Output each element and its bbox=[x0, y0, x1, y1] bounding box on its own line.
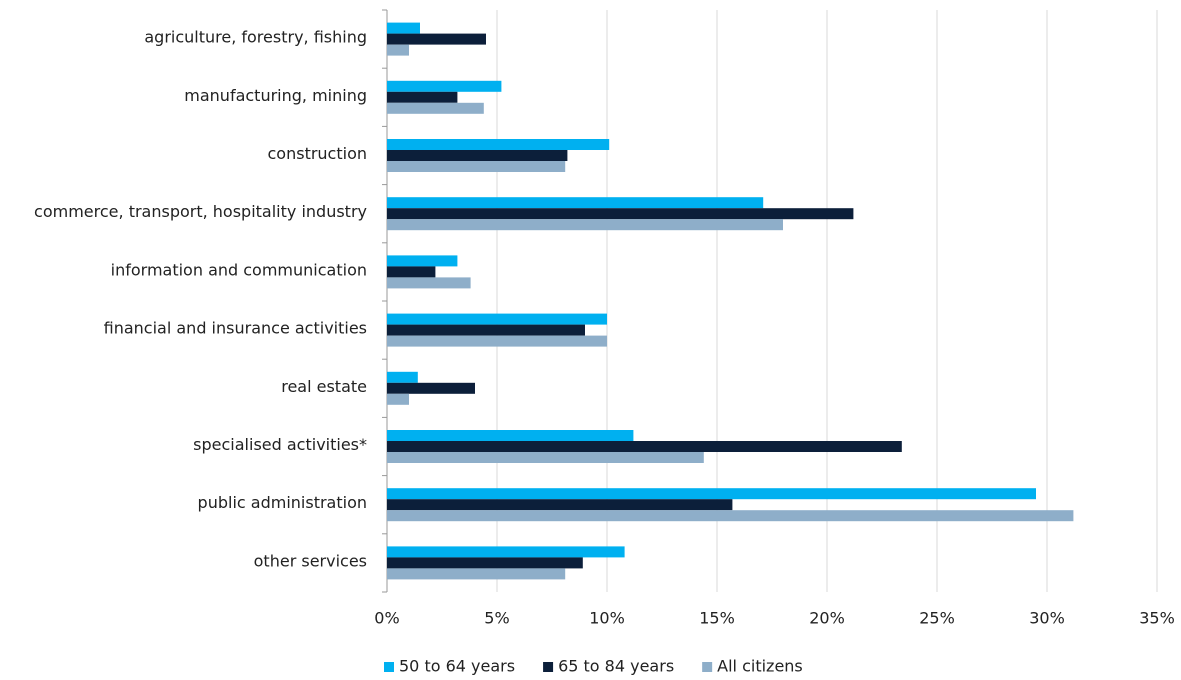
bar bbox=[387, 255, 458, 267]
y-tick-label: real estate bbox=[281, 377, 367, 396]
y-tick-label: financial and insurance activities bbox=[104, 319, 367, 338]
x-tick-label: 5% bbox=[484, 609, 509, 628]
bar bbox=[387, 150, 568, 161]
bar bbox=[387, 557, 583, 569]
y-tick-label: public administration bbox=[198, 493, 367, 512]
bar bbox=[387, 33, 486, 45]
bar bbox=[387, 208, 854, 220]
x-tick-label: 10% bbox=[589, 609, 625, 628]
y-tick-label: commerce, transport, hospitality industr… bbox=[34, 202, 367, 221]
bar bbox=[387, 546, 625, 558]
bar bbox=[387, 452, 704, 463]
x-tick-label: 0% bbox=[374, 609, 399, 628]
bar bbox=[387, 22, 420, 34]
bar bbox=[387, 371, 418, 383]
bar bbox=[387, 266, 436, 278]
x-tick-label: 30% bbox=[1029, 609, 1065, 628]
bar bbox=[387, 499, 733, 511]
y-tick-label: agriculture, forestry, fishing bbox=[144, 28, 367, 47]
y-tick-label: specialised activities* bbox=[193, 435, 367, 454]
bar bbox=[387, 139, 610, 150]
y-tick-label: construction bbox=[268, 144, 368, 163]
bar bbox=[387, 91, 458, 103]
bar bbox=[387, 313, 607, 325]
y-tick-label: manufacturing, mining bbox=[184, 86, 367, 105]
legend-label: All citizens bbox=[717, 657, 803, 676]
legend-swatch bbox=[543, 662, 554, 672]
bar bbox=[387, 161, 566, 172]
x-tick-label: 15% bbox=[699, 609, 735, 628]
bar bbox=[387, 197, 764, 209]
bar bbox=[387, 44, 409, 56]
x-tick-label: 20% bbox=[809, 609, 845, 628]
bar bbox=[387, 510, 1074, 522]
bar bbox=[387, 277, 471, 289]
bar bbox=[387, 488, 1036, 500]
bar bbox=[387, 382, 475, 394]
legend-swatch bbox=[702, 662, 713, 672]
bar bbox=[387, 568, 566, 580]
bar bbox=[387, 324, 585, 336]
x-tick-label: 25% bbox=[919, 609, 955, 628]
bar bbox=[387, 219, 783, 231]
bar bbox=[387, 441, 902, 452]
x-tick-label: 35% bbox=[1139, 609, 1175, 628]
y-tick-label: other services bbox=[254, 551, 367, 570]
bar bbox=[387, 393, 409, 405]
y-tick-label: information and communication bbox=[111, 260, 367, 279]
bar bbox=[387, 335, 607, 347]
legend-label: 65 to 84 years bbox=[558, 657, 674, 676]
legend-swatch bbox=[384, 662, 394, 672]
bar bbox=[387, 430, 634, 441]
bar bbox=[387, 102, 484, 114]
legend-label: 50 to 64 years bbox=[399, 657, 515, 676]
bar bbox=[387, 80, 502, 92]
